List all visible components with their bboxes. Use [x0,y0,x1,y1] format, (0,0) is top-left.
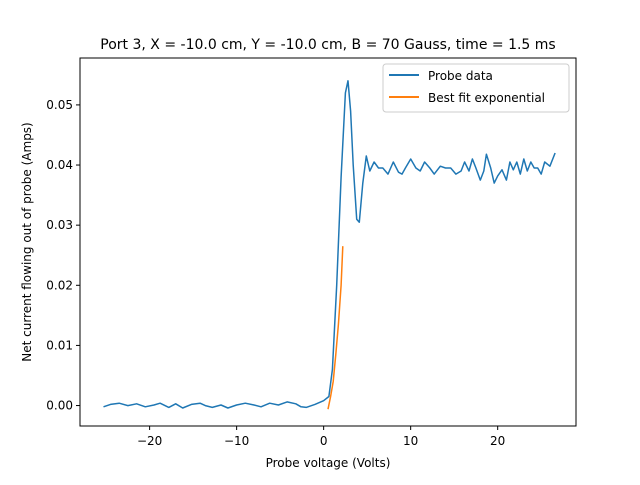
legend: Probe data Best fit exponential [382,63,570,113]
x-axis-title: Probe voltage (Volts) [266,456,391,470]
y-tick-label: 0.03 [46,218,73,232]
legend-label-probe-data: Probe data [428,69,493,83]
y-tick-label: 0.02 [46,278,73,292]
series-line-best-fit [327,246,344,410]
x-tick-label: −20 [137,434,162,448]
x-tick-label: 10 [403,434,418,448]
x-axis: −20 −10 0 10 20 [137,426,505,448]
y-tick-label: 0.04 [46,158,73,172]
x-tick-label: 20 [490,434,505,448]
chart-title: Port 3, X = -10.0 cm, Y = -10.0 cm, B = … [100,37,555,53]
x-tick-label: 0 [320,434,328,448]
plot-frame [79,57,577,427]
series-line-probe-data [103,80,556,409]
legend-box [382,63,570,113]
series-layer [103,80,556,410]
y-tick-label: 0.01 [46,338,73,352]
y-tick-label: 0.05 [46,98,73,112]
legend-label-best-fit: Best fit exponential [428,91,545,105]
y-axis: 0.00 0.01 0.02 0.03 0.04 0.05 [46,98,80,413]
x-tick-label: −10 [224,434,249,448]
y-axis-title: Net current flowing out of probe (Amps) [20,122,34,362]
y-tick-label: 0.00 [46,399,73,413]
